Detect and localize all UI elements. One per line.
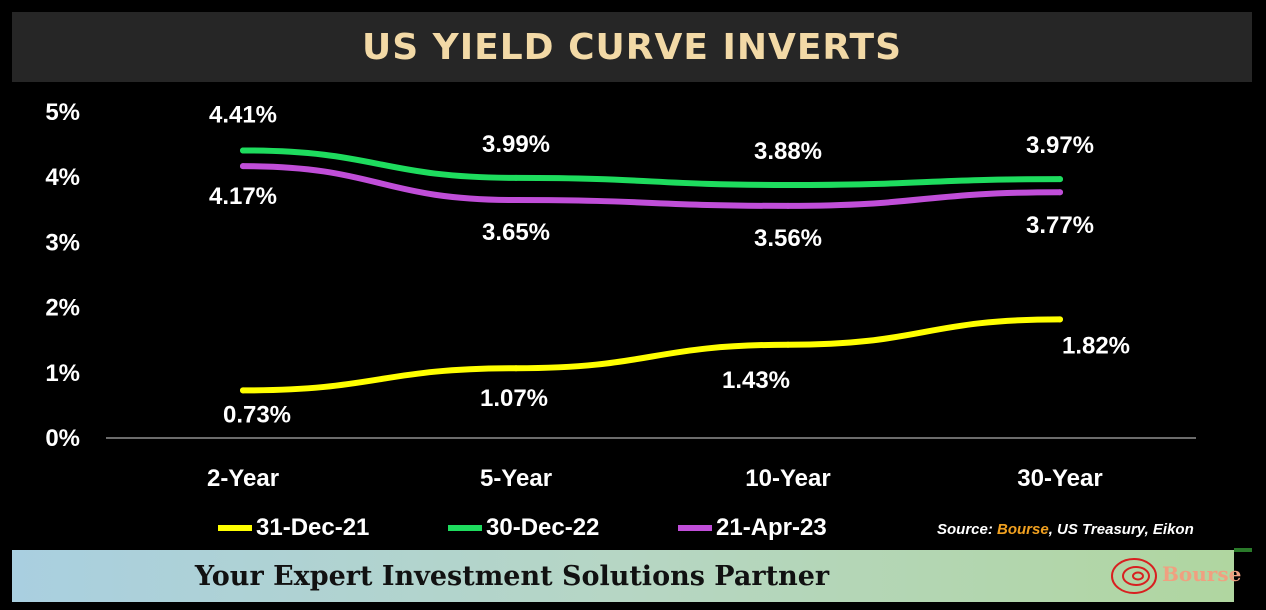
data-point-31-dec-21 xyxy=(240,387,246,394)
logo-text: Bourse xyxy=(1162,562,1242,586)
legend-swatch xyxy=(448,525,482,531)
x-tick-label: 10-Year xyxy=(745,465,830,492)
source-brand: Bourse xyxy=(997,521,1049,538)
data-point-31-dec-21 xyxy=(1057,316,1063,323)
chart-title: US YIELD CURVE INVERTS xyxy=(361,26,903,68)
y-tick-label: 2% xyxy=(45,295,80,322)
data-label: 3.77% xyxy=(1026,212,1094,239)
source-rest: , US Treasury, Eikon xyxy=(1048,521,1194,538)
data-point-21-apr-23 xyxy=(1057,189,1063,196)
data-point-30-dec-22 xyxy=(785,182,791,189)
legend-label: 30-Dec-22 xyxy=(486,514,600,541)
y-tick-label: 3% xyxy=(45,229,80,256)
data-label: 4.17% xyxy=(209,183,277,210)
data-point-21-apr-23 xyxy=(785,202,791,209)
data-point-21-apr-23 xyxy=(513,197,519,204)
legend-item-31-dec-21: 31-Dec-21 xyxy=(218,514,369,542)
bourse-logo: Bourse xyxy=(1098,554,1248,598)
tagline: Your Expert Investment Solutions Partner xyxy=(194,560,830,592)
y-tick-label: 1% xyxy=(45,360,80,387)
data-label: 3.88% xyxy=(754,138,822,165)
data-label: 1.07% xyxy=(480,385,548,412)
data-label: 3.56% xyxy=(754,225,822,252)
data-point-31-dec-21 xyxy=(785,341,791,348)
series-line-31-dec-21 xyxy=(240,316,1063,394)
legend-label: 21-Apr-23 xyxy=(716,514,827,541)
y-tick-label: 4% xyxy=(45,164,80,191)
legend: 31-Dec-21 30-Dec-22 21-Apr-23 xyxy=(0,514,1266,548)
y-tick-label: 0% xyxy=(45,425,80,452)
legend-swatch xyxy=(218,525,252,531)
x-tick-label: 5-Year xyxy=(480,465,552,492)
footer-banner: Your Expert Investment Solutions Partner… xyxy=(12,550,1241,602)
data-label: 3.65% xyxy=(482,219,550,246)
corner-accent xyxy=(1234,548,1252,552)
y-tick-label: 5% xyxy=(45,99,80,126)
source-prefix: Source: xyxy=(937,521,998,538)
data-label: 1.43% xyxy=(722,367,790,394)
x-tick-label: 2-Year xyxy=(207,465,279,492)
legend-item-21-apr-23: 21-Apr-23 xyxy=(678,514,827,542)
data-point-30-dec-22 xyxy=(240,147,246,154)
data-label: 3.97% xyxy=(1026,132,1094,159)
series-line-21-apr-23 xyxy=(240,163,1063,209)
data-label: 3.99% xyxy=(482,131,550,158)
data-label: 0.73% xyxy=(223,401,291,428)
data-point-30-dec-22 xyxy=(1057,176,1063,183)
legend-item-30-dec-22: 30-Dec-22 xyxy=(448,514,599,542)
x-tick-label: 30-Year xyxy=(1017,465,1102,492)
data-point-21-apr-23 xyxy=(240,163,246,170)
bourse-logo-icon xyxy=(1111,558,1157,594)
data-point-31-dec-21 xyxy=(513,365,519,372)
title-bar: US YIELD CURVE INVERTS xyxy=(12,12,1252,82)
legend-label: 31-Dec-21 xyxy=(256,514,370,541)
data-point-30-dec-22 xyxy=(513,174,519,181)
series-line-30-dec-22 xyxy=(240,147,1063,189)
data-label: 4.41% xyxy=(209,101,277,128)
data-label: 1.82% xyxy=(1062,332,1130,359)
source-note: Source: Bourse, US Treasury, Eikon xyxy=(937,521,1194,538)
legend-swatch xyxy=(678,525,712,531)
